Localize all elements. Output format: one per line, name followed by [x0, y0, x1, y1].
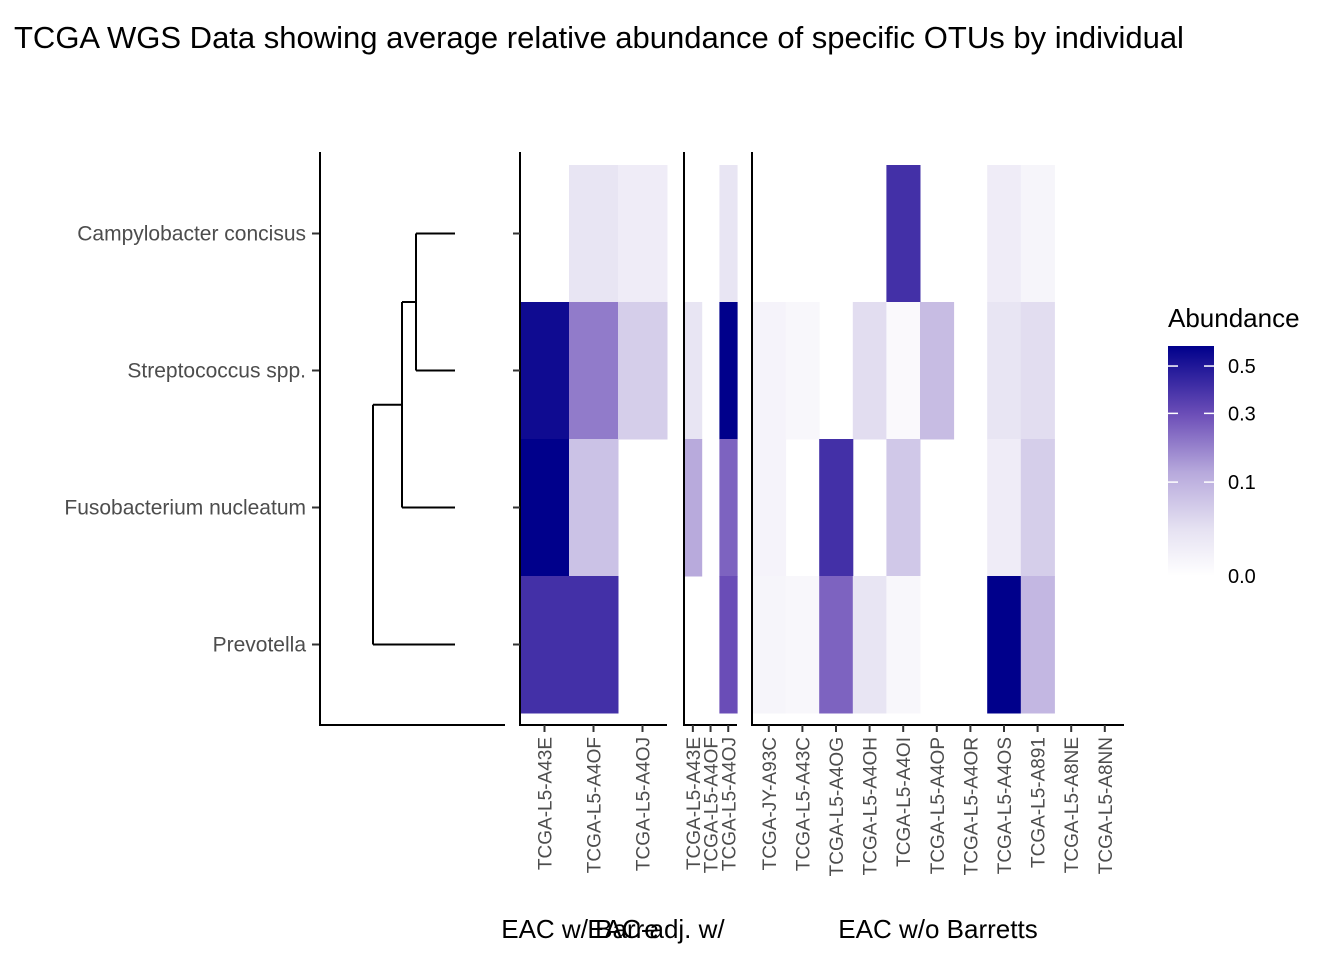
panel-axis — [683, 152, 737, 726]
dendrogram-axis — [319, 152, 505, 726]
heatmap-cell — [618, 302, 668, 440]
column-label: TCGA-JY-A93C — [760, 737, 781, 870]
column-label: TCGA-L5-A4OF — [585, 737, 606, 873]
heatmap-cell — [819, 439, 854, 577]
heatmap-cell — [987, 439, 1022, 577]
row-label: Fusobacterium nucleatum — [64, 497, 306, 520]
column-label: TCGA-L5-A4OP — [928, 737, 949, 874]
column-label: TCGA-L5-A43C — [793, 737, 814, 871]
column-label: TCGA-L5-A4OJ — [634, 737, 655, 871]
heatmap-cell — [785, 302, 820, 440]
heatmap-cell — [1020, 439, 1055, 577]
row-label: Campylobacter concisus — [77, 223, 306, 246]
row-label: Streptococcus spp. — [127, 360, 306, 383]
heatmap-cell — [569, 302, 619, 440]
panel-axis — [519, 152, 667, 726]
facet-label: EAC-adj. w/ — [587, 914, 725, 944]
column-label: TCGA-L5-A4OF — [702, 737, 723, 873]
heatmap-cell — [785, 576, 820, 714]
heatmap-cell — [987, 302, 1022, 440]
column-label: TCGA-L5-A4OJ — [719, 737, 740, 871]
heatmap-cell — [719, 165, 738, 303]
heatmap-cell — [569, 165, 619, 303]
legend-ticks: 0.5 0.3 0.1 0.0 — [1168, 356, 1256, 588]
panel-axis — [751, 152, 1124, 726]
heatmap-cell — [886, 302, 921, 440]
heatmap-cell — [1020, 165, 1055, 303]
heatmap-cell — [886, 439, 921, 577]
heatmap-cell — [920, 302, 955, 440]
column-label: TCGA-L5-A4OG — [827, 737, 848, 876]
heatmap-cell — [520, 302, 570, 440]
legend-tick-label: 0.5 — [1228, 356, 1256, 378]
y-axis-labels: Campylobacter concisus Streptococcus spp.… — [64, 223, 320, 657]
column-label: TCGA-L5-A4OI — [894, 737, 915, 867]
column-label: TCGA-L5-A8NN — [1096, 737, 1117, 874]
column-label: TCGA-L5-A43E — [536, 737, 557, 870]
heatmap-cell — [752, 439, 787, 577]
heatmap-cell — [1020, 302, 1055, 440]
legend-title: Abundance — [1168, 303, 1300, 333]
heatmap-cell — [819, 576, 854, 714]
legend-tick-label: 0.1 — [1228, 472, 1256, 494]
heatmap-cell — [569, 439, 619, 577]
legend-tick-label: 0.3 — [1228, 403, 1256, 425]
heatmap-cell — [1020, 576, 1055, 714]
heatmap-cell — [987, 576, 1022, 714]
heatmap-cell — [618, 165, 668, 303]
panel-axes — [513, 152, 1124, 732]
heatmap-cell — [852, 302, 887, 440]
heatmap-cell — [569, 576, 619, 714]
column-label: TCGA-L5-A43E — [684, 737, 705, 870]
column-label: TCGA-L5-A4OS — [995, 737, 1016, 874]
heatmap-cell — [852, 576, 887, 714]
dendrogram — [319, 152, 505, 726]
column-label: TCGA-L5-A891 — [1029, 737, 1050, 868]
heatmap-cell — [719, 302, 738, 440]
legend-colorbar — [1168, 346, 1214, 576]
heatmap-cell — [886, 165, 921, 303]
heatmap-cell — [752, 302, 787, 440]
heatmap-cell — [520, 439, 570, 577]
heatmap-cell — [684, 302, 703, 440]
facet-label: EAC w/o Barretts — [838, 914, 1037, 944]
column-label: TCGA-L5-A4OR — [961, 737, 982, 875]
heatmap-cell — [684, 439, 703, 577]
legend-tick-label: 0.0 — [1228, 566, 1256, 588]
heatmap-cell — [520, 576, 570, 714]
heatmap-cell — [752, 576, 787, 714]
column-label: TCGA-L5-A4OH — [861, 737, 882, 875]
heatmap-cell — [719, 576, 738, 714]
heatmap-cells — [520, 165, 1055, 714]
row-label: Prevotella — [213, 634, 307, 657]
heatmap-cell — [719, 439, 738, 577]
column-label: TCGA-L5-A8NE — [1062, 737, 1083, 873]
chart-title: TCGA WGS Data showing average relative a… — [14, 20, 1184, 55]
heatmap-cell — [987, 165, 1022, 303]
legend: Abundance 0.5 0.3 0.1 0.0 — [1168, 303, 1300, 588]
x-axis-labels: TCGA-L5-A43E TCGA-L5-A4OF TCGA-L5-A4OJ TCGA… — [536, 737, 1117, 876]
facet-label: EAC w/ Barre — [501, 914, 659, 944]
heatmap-cell — [886, 576, 921, 714]
